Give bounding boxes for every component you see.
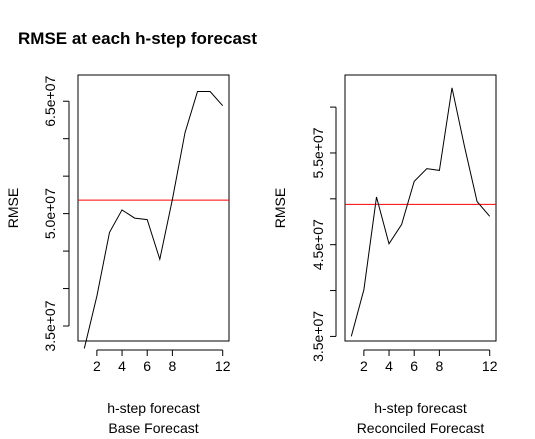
panel-1-data-point: [83, 347, 86, 350]
panel-1-data-point: [196, 90, 199, 93]
panel-1-series-line: [84, 92, 222, 349]
panel-1-y-tick-label: 3.5e+07: [42, 300, 58, 351]
panel-2-y-tick-label: 5.5e+07: [310, 127, 326, 178]
panel-2-data-point: [488, 215, 491, 218]
panel-1-y-tick-label: 5.0e+07: [42, 188, 58, 239]
panel-2-y-tick-label: 3.5e+07: [310, 311, 326, 362]
panel-1-y-axis-label: RMSE: [5, 188, 21, 228]
panel-1-x-axis-label: h-step forecast: [107, 400, 200, 416]
panel-2-y-axis-label: RMSE: [272, 188, 288, 228]
panel-1-x-tick-label: 2: [93, 358, 101, 374]
panel-1-y-tick-label: 6.5e+07: [42, 76, 58, 127]
panel-2-x-tick-label: 6: [410, 358, 418, 374]
panel-2-data-point: [400, 223, 403, 226]
panel-2-subtitle: Reconciled Forecast: [357, 420, 485, 436]
panel-1-x-tick-label: 8: [168, 358, 176, 374]
panel-2-series-line: [351, 88, 489, 337]
panel-1: 2 4 6 8 12 3.5e+07 5.0e+07 6.5e+07 h-step foreca…: [5, 75, 231, 436]
panel-2-y-tick-label: 4.5e+07: [310, 219, 326, 270]
panel-1-data-point: [121, 208, 124, 211]
panel-2-data-point: [350, 335, 353, 338]
panel-1-x-tick-label: 4: [118, 358, 126, 374]
panel-2-data-point: [438, 169, 441, 172]
panel-2: 2 4 6 8 12 3.5e+07 4.5e+07 5.5e+07 h-step foreca…: [272, 75, 498, 436]
panel-1-data-point: [108, 231, 111, 234]
panel-2-data-point: [362, 288, 365, 291]
panel-1-data-point: [183, 131, 186, 134]
panel-1-data-point: [171, 198, 174, 201]
panel-2-x-tick-label: 4: [385, 358, 393, 374]
panel-1-subtitle: Base Forecast: [108, 420, 198, 436]
panel-2-data-point: [413, 180, 416, 183]
panel-2-data-point: [476, 200, 479, 203]
panel-1-x-tick-label: 12: [215, 358, 231, 374]
panel-2-data-point: [463, 145, 466, 148]
panel-1-data-point: [158, 258, 161, 261]
panel-1-plot-frame: [78, 75, 229, 341]
panel-2-x-tick-label: 12: [482, 358, 498, 374]
panel-2-data-point: [375, 195, 378, 198]
panel-2-x-tick-label: 2: [360, 358, 368, 374]
panel-2-x-tick-label: 8: [435, 358, 443, 374]
panel-1-data-point: [95, 295, 98, 298]
panel-1-x-tick-label: 6: [143, 358, 151, 374]
panel-2-x-axis-label: h-step forecast: [374, 400, 467, 416]
panel-2-plot-frame: [345, 75, 496, 341]
panel-1-data-point: [221, 104, 224, 107]
panel-1-data-point: [209, 90, 212, 93]
panel-2-data-point: [388, 242, 391, 245]
panel-2-data-point: [425, 167, 428, 170]
panel-2-data-point: [450, 86, 453, 89]
panel-1-data-point: [133, 217, 136, 220]
panel-1-data-point: [146, 218, 149, 221]
